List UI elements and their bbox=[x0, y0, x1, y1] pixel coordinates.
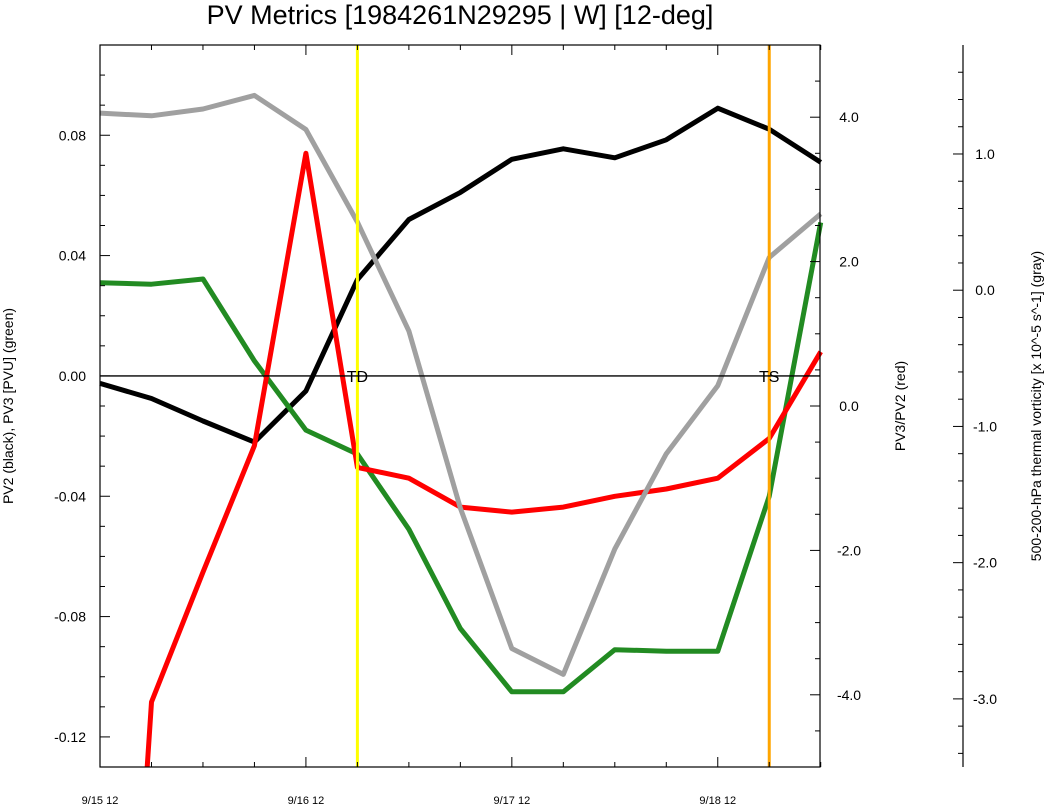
right-tick-label: -2.0 bbox=[837, 542, 861, 558]
right-axis-label: PV3/PV2 (red) bbox=[892, 361, 908, 451]
series-line-1 bbox=[99, 105, 823, 445]
event-label-ts: TS bbox=[759, 369, 779, 386]
left-axis-label: PV2 (black), PV3 [PVU] (green) bbox=[0, 308, 16, 504]
far-right-tick-label: -1.0 bbox=[973, 418, 997, 434]
chart-title: PV Metrics [1984261N29295 | W] [12-deg] bbox=[207, 0, 714, 30]
event-lines: TD TS bbox=[347, 45, 779, 767]
x-tick-label: 9/16 12 bbox=[288, 795, 325, 805]
left-tick-label: 0.08 bbox=[59, 127, 86, 143]
left-tick-label: -0.12 bbox=[54, 729, 86, 745]
far-right-tick-label: -2.0 bbox=[973, 555, 997, 571]
right-tick-label: -4.0 bbox=[837, 687, 861, 703]
left-tick-label: 0.00 bbox=[59, 368, 86, 384]
right-tick-label: 2.0 bbox=[839, 254, 859, 270]
far-right-tick-label: 0.0 bbox=[975, 282, 995, 298]
left-tick-label: 0.04 bbox=[59, 248, 86, 264]
event-label-td: TD bbox=[347, 369, 368, 386]
series-line-4 bbox=[99, 92, 823, 677]
series-line-3 bbox=[144, 150, 823, 768]
axis-layer: 9/15 12 9/16 12 9/17 12 9/18 120.080.040.00… bbox=[54, 44, 997, 805]
far-right-axis-label: 500-200-hPa thermal vorticity [x 10^-5 s… bbox=[1028, 251, 1044, 561]
x-tick-label: 9/18 12 bbox=[699, 795, 736, 805]
series-line-2 bbox=[99, 222, 824, 695]
left-tick-label: -0.04 bbox=[54, 488, 86, 504]
x-tick-label: 9/17 12 bbox=[493, 795, 530, 805]
right-tick-label: 0.0 bbox=[839, 398, 859, 414]
far-right-tick-label: 1.0 bbox=[975, 146, 995, 162]
series-layer bbox=[99, 92, 824, 768]
left-tick-label: -0.08 bbox=[54, 609, 86, 625]
right-tick-label: 4.0 bbox=[839, 109, 859, 125]
plot-frame bbox=[99, 44, 821, 768]
far-right-tick-label: -3.0 bbox=[973, 691, 997, 707]
x-tick-label: 9/15 12 bbox=[82, 795, 119, 805]
